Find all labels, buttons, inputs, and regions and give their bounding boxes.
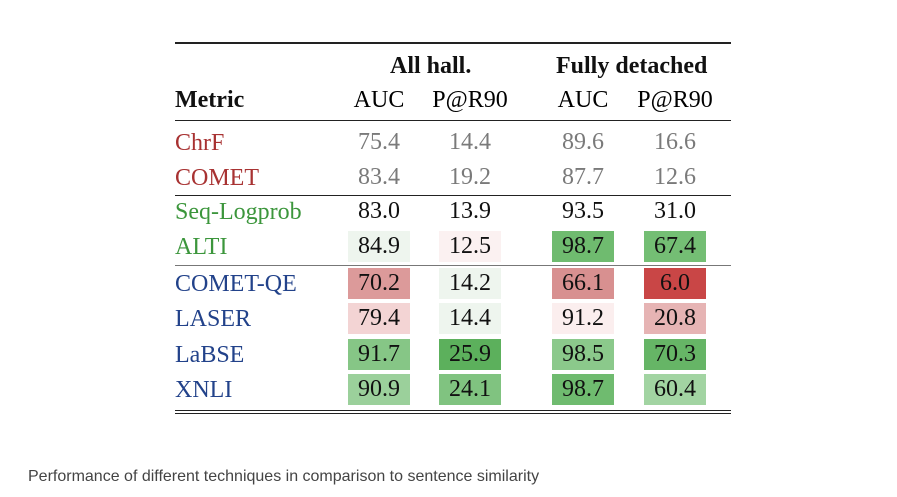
table-cell: 16.6 xyxy=(654,129,696,155)
table-cell: 24.1 xyxy=(439,374,501,405)
table-cell: 79.4 xyxy=(348,303,410,334)
table-cell: 31.0 xyxy=(654,198,696,224)
row-metric-label: LASER xyxy=(175,306,252,332)
table-cell: 25.9 xyxy=(439,339,501,370)
table-cell: 14.4 xyxy=(439,303,501,334)
table-cell: 91.7 xyxy=(348,339,410,370)
row-metric-label: ChrF xyxy=(175,130,225,156)
group-rule xyxy=(175,195,731,196)
figure-caption: Performance of different techniques in c… xyxy=(28,468,540,485)
group-rule xyxy=(175,265,731,266)
row-metric-label: LaBSE xyxy=(175,342,245,368)
column-header-metric: Metric xyxy=(175,87,245,113)
table-cell: 60.4 xyxy=(644,374,706,405)
column-header-auc: AUC xyxy=(353,87,405,113)
table-cell: 12.6 xyxy=(654,164,696,190)
table-cell: 14.2 xyxy=(439,268,501,299)
row-metric-label: XNLI xyxy=(175,377,233,403)
header-rule xyxy=(175,120,731,121)
table-cell: 84.9 xyxy=(348,231,410,262)
table-cell: 90.9 xyxy=(348,374,410,405)
row-metric-label: Seq-Logprob xyxy=(175,199,302,225)
table-cell: 67.4 xyxy=(644,231,706,262)
table-cell: 20.8 xyxy=(644,303,706,334)
column-header-p-r90: P@R90 xyxy=(637,87,713,113)
table-cell: 75.4 xyxy=(358,129,400,155)
column-header-p-r90: P@R90 xyxy=(432,87,508,113)
row-metric-label: COMET-QE xyxy=(175,271,297,297)
group-header-fully-detached: Fully detached xyxy=(556,53,708,79)
table-cell: 89.6 xyxy=(562,129,604,155)
table-cell: 70.2 xyxy=(348,268,410,299)
group-header-all-hall: All hall. xyxy=(390,53,472,79)
table-cell: 91.2 xyxy=(552,303,614,334)
bottom-rule xyxy=(175,410,731,411)
row-metric-label: ALTI xyxy=(175,234,228,260)
table-cell: 66.1 xyxy=(552,268,614,299)
table-cell: 83.0 xyxy=(358,198,400,224)
table-cell: 12.5 xyxy=(439,231,501,262)
table-cell: 98.5 xyxy=(552,339,614,370)
column-header-auc: AUC xyxy=(557,87,609,113)
top-rule xyxy=(175,42,731,44)
table-cell: 6.0 xyxy=(644,268,706,299)
table-cell: 98.7 xyxy=(552,374,614,405)
row-metric-label: COMET xyxy=(175,165,259,191)
table-cell: 93.5 xyxy=(562,198,604,224)
bottom-rule xyxy=(175,413,731,414)
table-cell: 13.9 xyxy=(449,198,491,224)
table-cell: 19.2 xyxy=(449,164,491,190)
table-cell: 87.7 xyxy=(562,164,604,190)
table-cell: 70.3 xyxy=(644,339,706,370)
table-cell: 83.4 xyxy=(358,164,400,190)
table-cell: 98.7 xyxy=(552,231,614,262)
table-cell: 14.4 xyxy=(449,129,491,155)
